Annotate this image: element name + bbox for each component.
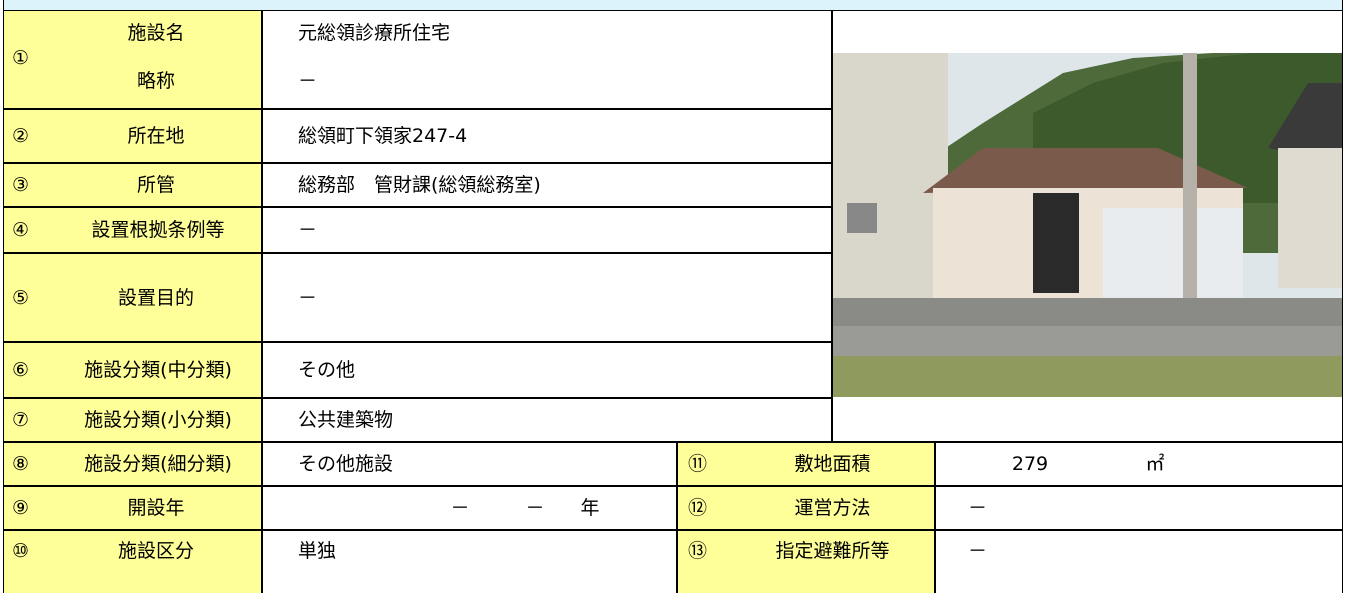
facility-photo <box>833 53 1342 397</box>
row-number: ① <box>12 47 30 69</box>
label-cell <box>3 486 262 530</box>
row-number: ③ <box>12 174 30 196</box>
value-cell <box>262 398 832 442</box>
label-cell <box>677 486 935 530</box>
row-value: その他施設 <box>298 453 394 475</box>
row-number: ⑩ <box>12 540 30 562</box>
row-label: 所管 <box>136 174 175 196</box>
row-value: 公共建築物 <box>298 409 394 431</box>
row-value: その他 <box>298 359 356 381</box>
year-unit: 年 <box>580 497 600 519</box>
year-era: － <box>450 497 470 519</box>
row-label: 略称 <box>136 70 175 92</box>
value-cell <box>935 442 1343 486</box>
label-cell <box>677 442 935 486</box>
row-number: ⑫ <box>688 497 708 519</box>
label-cell <box>677 530 935 593</box>
row-number: ⑬ <box>688 540 708 562</box>
row-value: 総務部 管財課(総領総務室) <box>298 174 541 196</box>
row-label: 設置目的 <box>117 286 194 309</box>
row-value: － <box>298 286 318 309</box>
row-label: 施設名 <box>127 22 185 44</box>
row-number: ⑦ <box>12 409 30 431</box>
label-cell <box>3 253 262 342</box>
value-cell <box>262 442 677 486</box>
row-label: 運営方法 <box>794 497 871 519</box>
value-cell <box>262 486 677 530</box>
label-cell <box>3 530 262 593</box>
row-value: － <box>968 497 988 519</box>
label-cell <box>3 109 262 163</box>
value-cell <box>262 253 832 342</box>
row-number: ⑨ <box>12 497 30 519</box>
label-cell <box>3 342 262 398</box>
label-cell <box>3 442 262 486</box>
value-cell <box>262 163 832 207</box>
row-number: ④ <box>12 219 30 241</box>
value-cell <box>262 109 832 163</box>
row-value: 総領町下領家247-4 <box>298 125 468 147</box>
value-cell <box>262 342 832 398</box>
label-cell <box>3 10 262 109</box>
row-label: 敷地面積 <box>794 453 871 475</box>
row-value: － <box>298 219 318 241</box>
row-label: 施設分類(細分類) <box>84 453 232 475</box>
value-cell <box>262 10 832 109</box>
area-value: 279 <box>1011 453 1049 475</box>
value-cell <box>935 530 1343 593</box>
row-value: － <box>298 70 318 92</box>
row-label: 設置根拠条例等 <box>91 219 225 241</box>
row-value: － <box>968 540 988 562</box>
row-label: 指定避難所等 <box>775 540 890 562</box>
label-cell <box>3 398 262 442</box>
row-number: ⑧ <box>12 453 30 475</box>
row-value: 単独 <box>298 540 337 562</box>
row-label: 施設分類(中分類) <box>84 359 232 381</box>
row-number: ⑤ <box>12 286 30 309</box>
row-value: 元総領診療所住宅 <box>298 22 451 44</box>
row-number: ⑥ <box>12 359 30 381</box>
row-label: 施設区分 <box>117 540 194 562</box>
row-number: ⑪ <box>688 453 708 475</box>
value-cell <box>262 530 677 593</box>
value-cell <box>935 486 1343 530</box>
label-cell <box>3 207 262 253</box>
row-label: 所在地 <box>127 125 185 147</box>
row-label: 開設年 <box>127 497 185 519</box>
row-label: 施設分類(小分類) <box>84 409 232 431</box>
row-number: ② <box>12 125 30 147</box>
year-value: － <box>525 497 545 519</box>
label-cell <box>3 163 262 207</box>
value-cell <box>262 207 832 253</box>
area-unit: ㎡ <box>1145 453 1165 475</box>
